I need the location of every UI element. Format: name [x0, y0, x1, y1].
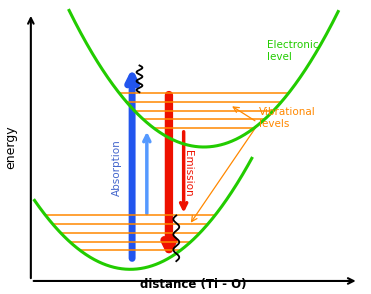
Text: Emission: Emission — [183, 150, 193, 196]
Text: distance (Ti - O): distance (Ti - O) — [139, 278, 246, 291]
Text: energy: energy — [4, 125, 17, 169]
Text: Electronic
level: Electronic level — [266, 40, 318, 62]
Text: Absorption: Absorption — [112, 139, 122, 196]
Text: Vibrational
levels: Vibrational levels — [259, 107, 316, 129]
